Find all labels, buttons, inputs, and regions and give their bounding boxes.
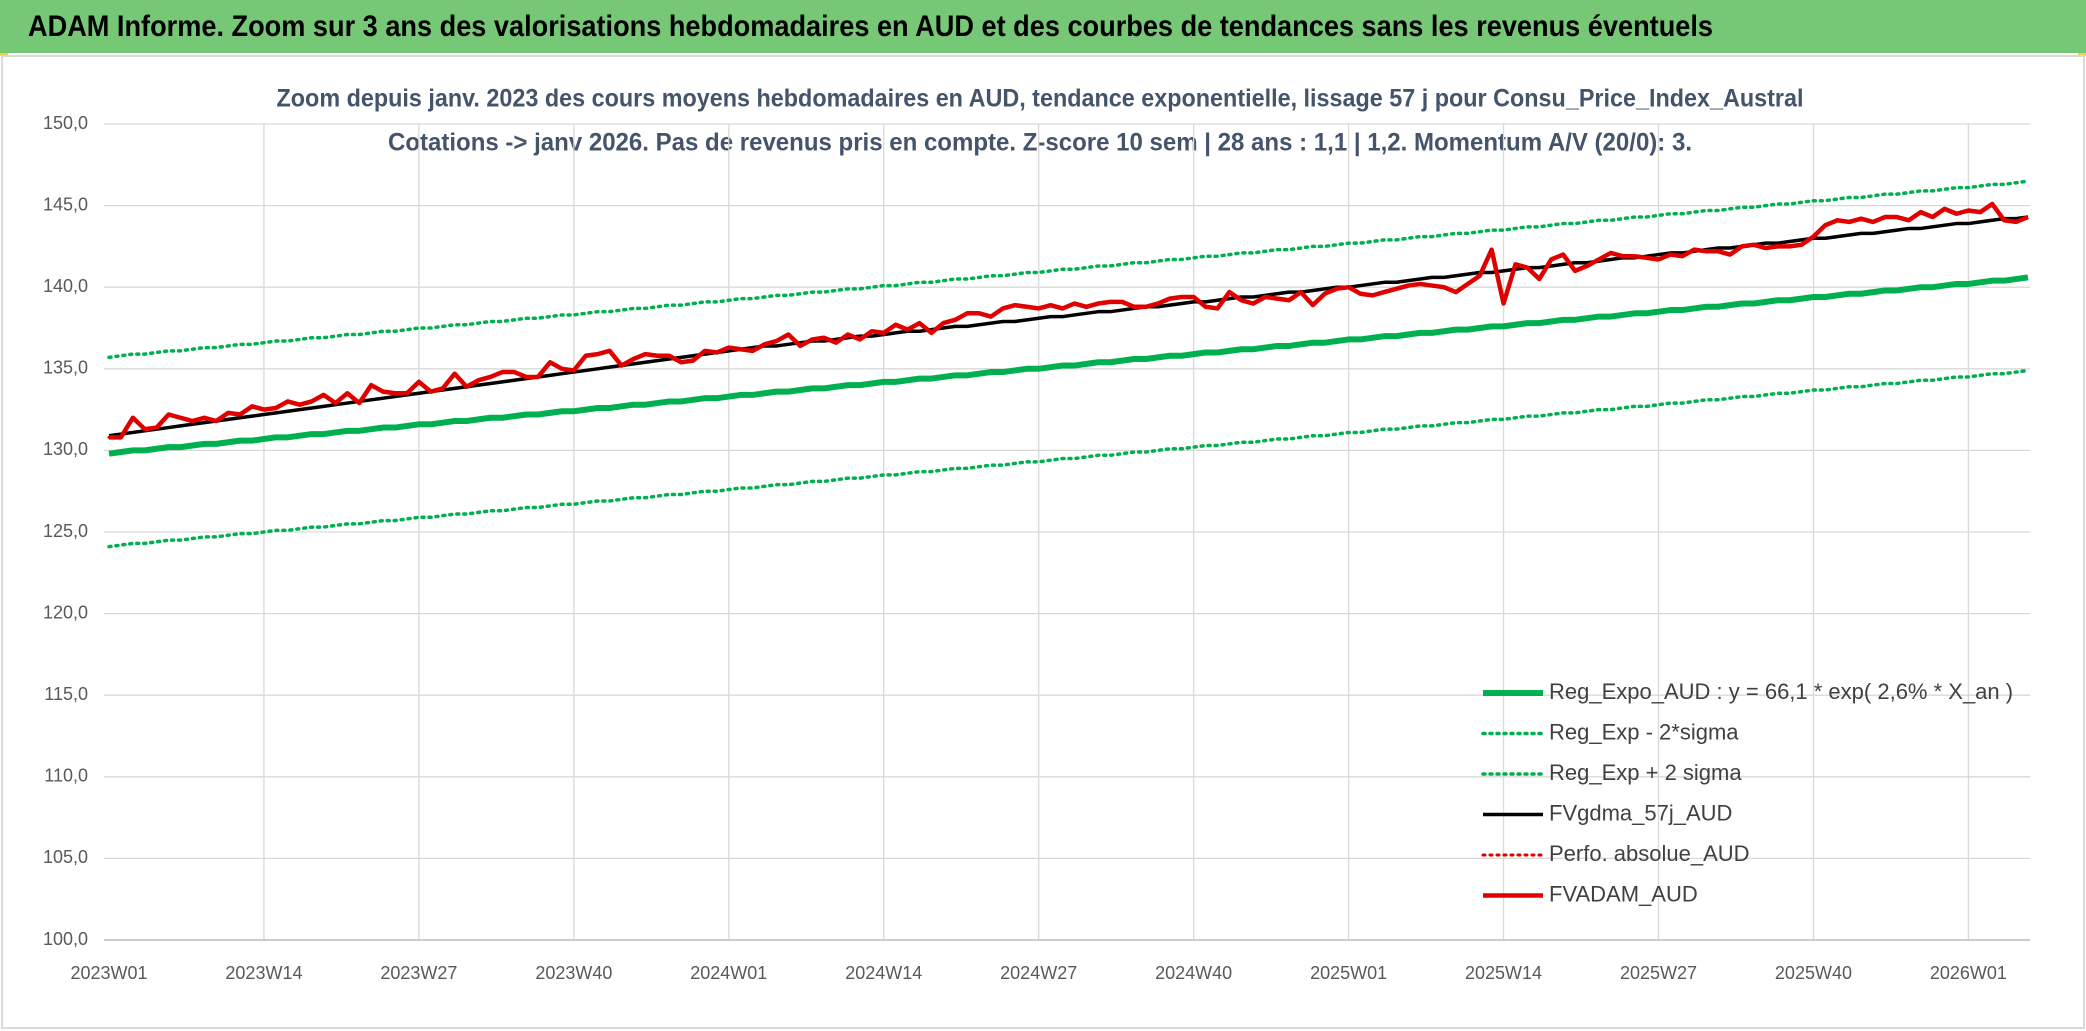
legend-label: Perfo. absolue_AUD <box>1549 841 1750 866</box>
series-line <box>109 201 2029 440</box>
x-tick-label: 2023W14 <box>225 963 302 983</box>
y-tick-label: 135,0 <box>43 358 88 378</box>
y-tick-label: 140,0 <box>43 276 88 296</box>
legend-label: Reg_Expo_AUD : y = 66,1 * exp( 2,6% * X_… <box>1549 679 2013 704</box>
legend-label: Reg_Exp - 2*sigma <box>1549 719 1739 744</box>
x-tick-label: 2025W01 <box>1310 963 1387 983</box>
legend-label: Reg_Exp + 2 sigma <box>1549 760 1742 785</box>
series-line <box>107 179 2030 360</box>
x-tick-label: 2026W01 <box>1930 963 2007 983</box>
x-tick-label: 2025W14 <box>1465 963 1542 983</box>
x-tick-label: 2023W27 <box>380 963 457 983</box>
y-tick-label: 150,0 <box>43 113 88 133</box>
header-accent <box>2078 53 2086 56</box>
y-tick-label: 125,0 <box>43 521 88 541</box>
x-tick-label: 2024W14 <box>845 963 922 983</box>
x-tick-label: 2024W27 <box>1000 963 1077 983</box>
header-accent <box>0 53 8 56</box>
y-tick-label: 130,0 <box>43 439 88 459</box>
header-bar <box>0 0 2086 53</box>
y-tick-label: 105,0 <box>43 847 88 867</box>
y-tick-label: 100,0 <box>43 929 88 949</box>
chart-subtitle: Zoom depuis janv. 2023 des cours moyens … <box>277 85 1804 113</box>
chart-border <box>1 55 2085 1029</box>
x-tick-label: 2025W40 <box>1775 963 1852 983</box>
legend-label: FVgdma_57j_AUD <box>1549 800 1732 825</box>
x-tick-label: 2024W40 <box>1155 963 1232 983</box>
y-tick-label: 115,0 <box>44 684 88 704</box>
x-tick-label: 2023W40 <box>535 963 612 983</box>
y-tick-label: 110,0 <box>44 766 88 786</box>
y-tick-label: 120,0 <box>43 602 88 622</box>
legend-label: FVADAM_AUD <box>1549 881 1698 906</box>
chart-title: ADAM Informe. Zoom sur 3 ans des valoris… <box>28 10 1713 43</box>
y-tick-label: 145,0 <box>43 194 88 214</box>
x-tick-label: 2024W01 <box>690 963 767 983</box>
x-tick-label: 2025W27 <box>1620 963 1697 983</box>
x-tick-label: 2023W01 <box>70 963 147 983</box>
chart-subtitle: Cotations -> janv 2026. Pas de revenus p… <box>388 129 1692 157</box>
series-line <box>108 274 2029 457</box>
series-line <box>107 368 2030 549</box>
